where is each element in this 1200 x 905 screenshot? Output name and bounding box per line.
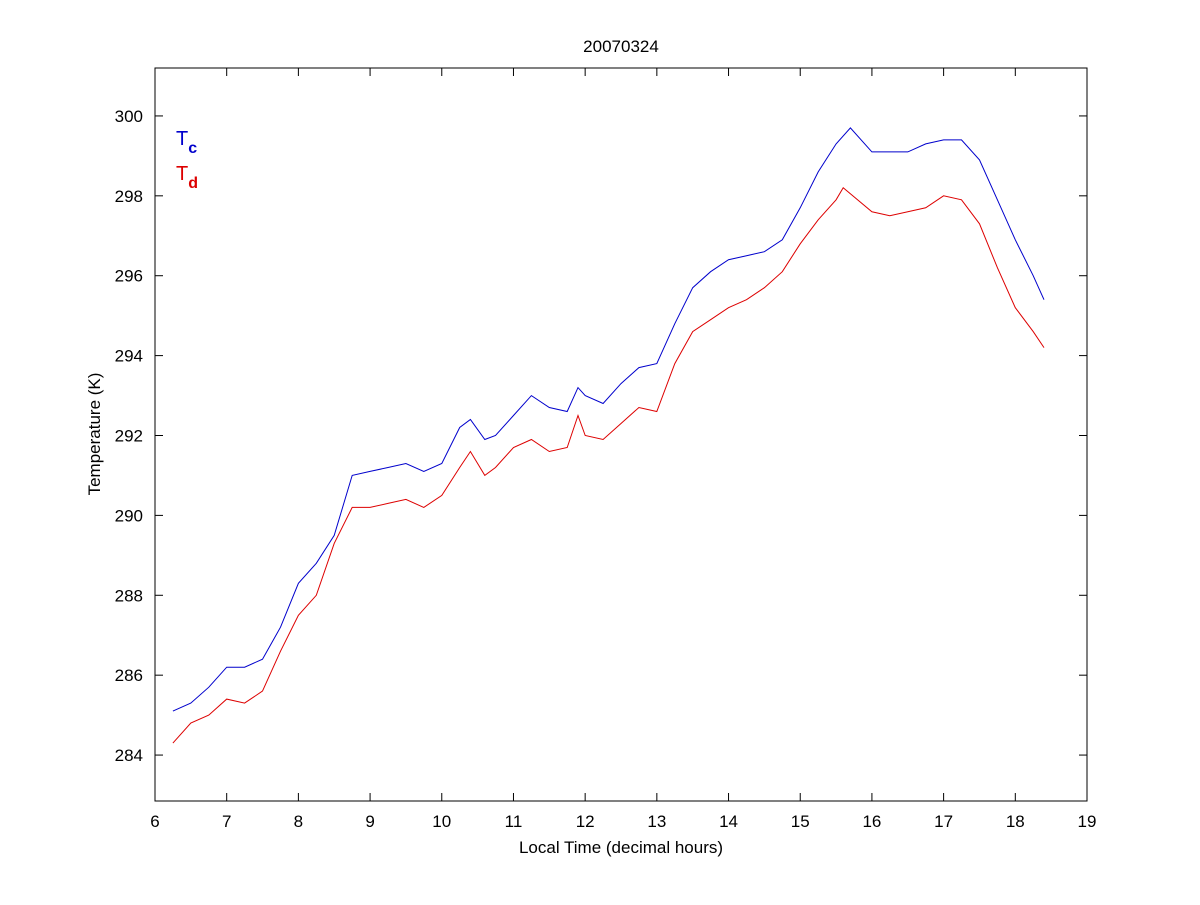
y-tick-label: 294 — [115, 347, 143, 366]
x-tick-label: 18 — [1006, 812, 1025, 831]
legend-tc-sub: c — [188, 140, 197, 157]
x-tick-label: 9 — [365, 812, 374, 831]
x-tick-label: 6 — [150, 812, 159, 831]
x-tick-label: 14 — [719, 812, 738, 831]
y-tick-label: 286 — [115, 666, 143, 685]
x-tick-label: 10 — [432, 812, 451, 831]
y-tick-label: 292 — [115, 426, 143, 445]
x-tick-label: 7 — [222, 812, 231, 831]
x-tick-label: 11 — [505, 812, 523, 831]
y-tick-label: 300 — [115, 107, 143, 126]
plot-area — [154, 67, 1088, 802]
legend-entry-td: Td — [176, 163, 198, 192]
y-tick-label: 288 — [115, 586, 143, 605]
legend-tc-main: T — [176, 128, 188, 150]
x-tick-label: 17 — [934, 812, 953, 831]
x-tick-label: 8 — [294, 812, 303, 831]
y-tick-label: 296 — [115, 267, 143, 286]
x-tick-label: 15 — [791, 812, 810, 831]
y-tick-label: 284 — [115, 746, 143, 765]
legend-td-main: T — [176, 163, 188, 185]
x-tick-label: 16 — [862, 812, 881, 831]
x-tick-label: 13 — [647, 812, 666, 831]
legend-entry-tc: Tc — [176, 128, 197, 157]
series-line-tc — [172, 127, 1045, 712]
chart-title: 20070324 — [583, 37, 659, 56]
y-tick-label: 290 — [115, 506, 143, 525]
y-axis-label: Temperature (K) — [85, 373, 104, 496]
x-tick-label: 19 — [1078, 812, 1097, 831]
x-tick-label: 12 — [576, 812, 595, 831]
x-axis-label: Local Time (decimal hours) — [519, 838, 723, 857]
y-tick-label: 298 — [115, 187, 143, 206]
legend: Tc Td — [176, 128, 198, 192]
legend-td-sub: d — [188, 175, 198, 192]
series-line-td — [172, 187, 1045, 744]
